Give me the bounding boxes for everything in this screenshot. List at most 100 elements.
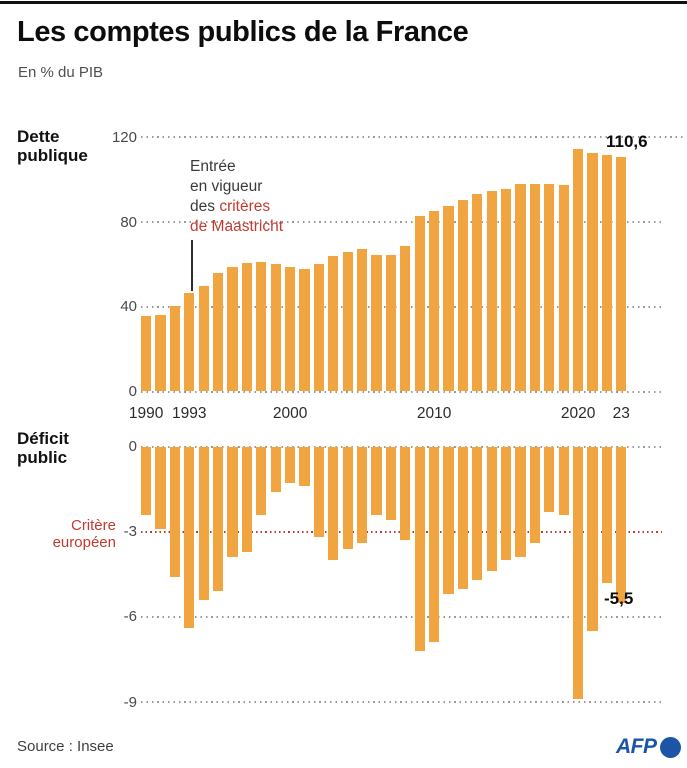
x-tick-2000: 2000 [272,405,308,422]
y-tick-dette-publique-0: 0 [128,383,137,400]
deficit-public-bar-2013 [472,446,483,580]
european-criterion-label: Critère européen [52,517,116,551]
dette-publique-bar-2005 [357,249,368,392]
dette-publique-bar-1992 [169,306,180,392]
dette-publique-bar-2016 [515,184,526,392]
deficit-public-bar-2014 [486,446,497,572]
gridline--9 [141,701,662,704]
dette-publique-bar-2008 [400,245,411,392]
dette-publique-bar-2007 [385,254,396,392]
deficit-public-bar-2023 [616,446,627,603]
deficit-last-value-label: -5,5 [604,589,634,608]
gridline-0 [141,390,662,393]
source-credit: Source : Insee [17,738,114,755]
dette-publique-bar-2023 [616,157,627,392]
deficit-public-bar-2005 [357,446,368,544]
deficit-public-bar-1996 [227,446,238,558]
deficit-public-bar-2011 [443,446,454,595]
dette-publique-bar-2020 [573,148,584,392]
deficit-public-bar-2010 [429,446,440,643]
debt-last-value-label: 110,6 [606,132,648,151]
deficit-public-bar-1998 [256,446,267,515]
deficit-public-bar-1999 [270,446,281,492]
dette-publique-bar-2014 [486,190,497,392]
y-tick-deficit-public-0: 0 [128,438,137,455]
y-tick-deficit-public--6: -6 [123,608,137,626]
dette-publique-bar-2015 [501,189,512,392]
top-rule [0,1,687,4]
dette-publique-bar-1998 [256,261,267,392]
dette-publique-bar-2006 [371,255,382,392]
maastricht-annotation: Entrée en vigueur des critères de Maastrich… [190,157,310,237]
x-tick-2010: 2010 [416,405,452,422]
dette-publique-bar-2019 [558,185,569,392]
annotation-line: en vigueur [190,178,263,195]
dette-publique-bar-2012 [457,199,468,392]
page-subtitle: En % du PIB [18,64,104,81]
dette-publique-bar-2004 [342,252,353,392]
x-tick-1993: 1993 [172,405,207,422]
dette-publique-bar-1996 [227,266,238,392]
deficit-public-bar-2009 [414,446,425,651]
deficit-chart-title: Déficit public [17,429,69,467]
dette-publique-bar-1993 [184,292,195,392]
deficit-public-bar-2021 [587,446,598,632]
dette-publique-bar-2002 [313,264,324,392]
dette-publique-bar-2017 [529,183,540,392]
deficit-public-bar-2012 [457,446,468,589]
deficit-public-bar-1992 [169,446,180,578]
x-tick-1990: 1990 [128,405,164,422]
page-title: Les comptes publics de la France [17,16,469,48]
annotation-line: de Maastricht [190,218,284,235]
annotation-pointer-line [191,240,193,291]
deficit-public-bar-1993 [184,446,195,629]
deficit-public-bar-2022 [601,446,612,583]
deficit-public-bar-2016 [515,446,526,558]
annotation-line: des critères [190,198,271,215]
dette-publique-bar-1990 [141,316,152,392]
annotation-line: Entrée [190,158,236,175]
deficit-public-bar-2007 [385,446,396,521]
dette-publique-bar-1994 [198,285,209,392]
deficit-public-bar-2004 [342,446,353,549]
dette-publique-bar-2010 [429,210,440,392]
deficit-public-bar-2001 [299,446,310,487]
dette-publique-bar-1991 [155,314,166,392]
y-tick-dette-publique-40: 40 [120,298,137,316]
deficit-public-bar-2006 [371,446,382,515]
deficit-public-bar-2000 [285,446,296,484]
dette-publique-bar-2013 [472,193,483,392]
deficit-public-bar-2015 [501,446,512,561]
gridline-120 [141,136,684,139]
deficit-public-bar-2017 [529,446,540,544]
dette-publique-bar-2018 [544,184,555,392]
dette-publique-bar-1997 [241,262,252,392]
afp-logo-text: AFP [616,735,657,758]
x-tick-2020: 2020 [560,405,596,422]
dette-publique-bar-2000 [285,267,296,392]
y-tick-dette-publique-80: 80 [120,213,137,231]
dette-publique-bar-2009 [414,215,425,392]
deficit-public-bar-2002 [313,446,324,538]
dette-publique-bar-2022 [601,154,612,392]
afp-logo-circle-icon [659,736,681,758]
gridline-80 [141,221,662,224]
deficit-public-bar-1995 [213,446,224,592]
deficit-public-bar-1990 [141,446,152,515]
deficit-public-bar-2003 [328,446,339,561]
deficit-public-bar-2008 [400,446,411,541]
x-tick-23: 23 [612,405,630,422]
deficit-public-bar-1994 [198,446,209,600]
debt-chart-title: Dette publique [17,127,88,165]
dette-publique-bar-2003 [328,255,339,392]
dette-publique-bar-2011 [443,205,454,392]
afp-logo: AFP [616,735,681,759]
deficit-public-bar-1991 [155,446,166,529]
deficit-public-bar-2020 [573,446,584,700]
gridline--6 [141,615,662,618]
dette-publique-bar-2021 [587,152,598,392]
y-tick-deficit-public--3: -3 [123,523,137,541]
dette-publique-bar-2001 [299,268,310,392]
